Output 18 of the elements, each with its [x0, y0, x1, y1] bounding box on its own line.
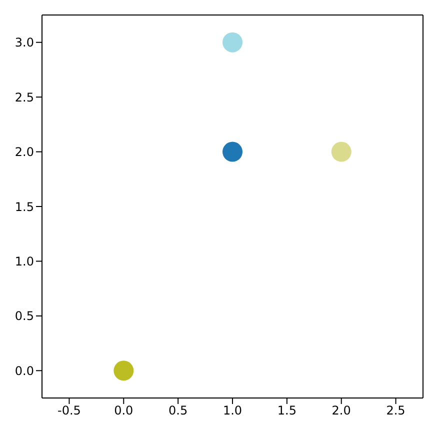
x-tick-label: 1.0	[222, 404, 242, 418]
y-tick-label: 1.5	[14, 200, 34, 214]
x-tick-label: 1.5	[277, 404, 296, 418]
x-tick-label: 0.0	[114, 404, 134, 418]
x-tick-label: 2.0	[332, 404, 351, 418]
point	[114, 360, 134, 381]
y-tick-label: 3.0	[14, 36, 34, 50]
x-tick-label: 2.5	[386, 404, 406, 418]
x-tick-label: 0.5	[168, 404, 188, 418]
x-tick-label: -0.5	[58, 404, 81, 418]
y-tick-label: 0.5	[14, 309, 34, 324]
point	[331, 142, 352, 162]
y-tick-label: 1.0	[14, 254, 34, 268]
y-tick-label: 2.5	[14, 90, 34, 104]
point	[222, 142, 242, 162]
y-tick-label: 2.0	[14, 145, 34, 160]
point	[222, 32, 242, 52]
y-tick-label: 0.0	[14, 364, 34, 378]
